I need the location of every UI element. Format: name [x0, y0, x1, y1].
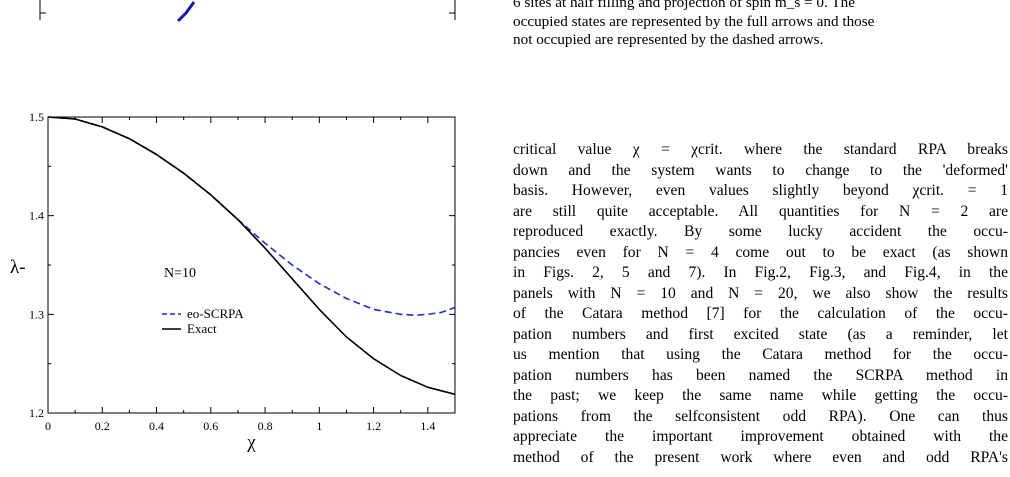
caption-line: not occupied are represented by the dash…	[513, 31, 824, 49]
series-line-exact	[47, 116, 456, 396]
body-line: basis. However, even values slightly bey…	[513, 182, 1008, 199]
y-tick-label: 1.4	[29, 209, 44, 223]
body-paragraph: critical value χ = χcrit. where the stan…	[513, 140, 1008, 468]
body-line: critical value χ = χcrit. where the stan…	[513, 141, 1008, 158]
x-tick-label: 1	[316, 419, 322, 433]
body-line: appreciate the important improvement obt…	[513, 428, 1008, 445]
x-tick-label: 1.4	[420, 419, 435, 433]
body-line: the past; we keep the same name while ge…	[513, 387, 1008, 404]
figure-caption: 6 sites at half filling and projection o…	[513, 0, 1003, 50]
x-tick-label: 0.6	[203, 419, 218, 433]
legend-label: eo-SCRPA	[187, 306, 244, 321]
x-tick-label: 0.4	[149, 419, 164, 433]
x-axis-label: χ	[246, 432, 256, 453]
panel-annotation: N=10	[164, 266, 196, 281]
body-line: us mention that using the Catara method …	[513, 346, 1008, 363]
plot-frame	[47, 116, 456, 414]
body-line: panels with N = 10 and N = 20, we also s…	[513, 284, 1008, 302]
series-line-eo-scrpa	[47, 116, 456, 317]
body-line: pation numbers and first excited state (…	[513, 325, 1008, 343]
y-tick-label: 1.5	[29, 110, 44, 124]
legend-label: Exact	[187, 321, 217, 336]
body-line: reproduced exactly. By some lucky accide…	[513, 223, 1008, 240]
body-line: method of the present work where even an…	[513, 448, 1008, 466]
x-tick-label: 0.2	[95, 419, 110, 433]
x-tick-label: 1.2	[366, 419, 381, 433]
previous-figure-fragment	[39, 0, 456, 23]
body-line: pancies even for N = 4 come out to be ex…	[513, 243, 1008, 261]
y-tick-label: 1.2	[29, 406, 44, 420]
y-axis-label: λ-	[10, 257, 26, 278]
body-line: down and the system wants to change to t…	[513, 161, 1008, 179]
body-line: pation numbers has been named the SCRPA …	[513, 366, 1008, 384]
caption-line: occupied states are represented by the f…	[513, 12, 875, 30]
caption-line: 6 sites at half filling and projection o…	[513, 0, 855, 11]
x-tick-label: 0	[45, 419, 51, 433]
body-line: in Figs. 2, 5 and 7). In Fig.2, Fig.3, a…	[513, 264, 1008, 281]
x-tick-label: 0.8	[258, 419, 273, 433]
y-tick-label: 1.3	[29, 307, 44, 321]
body-line: are still quite acceptable. All quantiti…	[513, 202, 1008, 220]
body-line: pations from the selfconsistent odd RPA)…	[513, 407, 1008, 425]
lambda-vs-chi-chart: 0 0.2 0.4 0.6 0.8 1 1.2 1.4 1.2 1.3 1.4 1.5 χ λ- N=10 e…	[10, 110, 456, 453]
body-line: of the Catara method [7] for the calcula…	[513, 305, 1008, 322]
previous-figure-curve	[176, 1, 196, 23]
